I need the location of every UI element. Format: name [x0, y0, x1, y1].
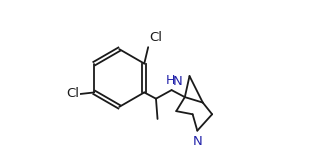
- Text: H: H: [166, 74, 175, 87]
- Text: N: N: [173, 75, 182, 88]
- Text: Cl: Cl: [66, 88, 79, 100]
- Text: N: N: [192, 134, 202, 148]
- Text: Cl: Cl: [149, 31, 162, 44]
